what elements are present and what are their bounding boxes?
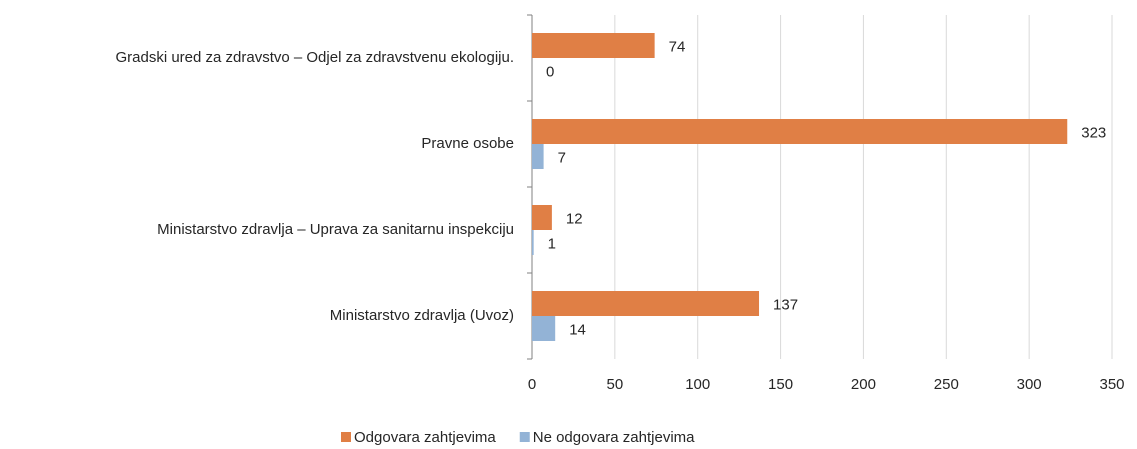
legend-swatch [341, 432, 351, 442]
y-tick-label: Gradski ured za zdravstvo – Odjel za zdr… [115, 49, 514, 66]
x-tick-label: 200 [851, 376, 876, 393]
x-tick-label: 300 [1017, 376, 1042, 393]
y-tick-label: Ministarstvo zdravlja – Uprava za sanita… [157, 221, 514, 238]
bar [532, 291, 760, 316]
data-label: 74 [669, 38, 686, 55]
x-tick-label: 350 [1099, 376, 1124, 393]
bar [532, 316, 556, 341]
legend-label: Ne odgovara zahtjevima [533, 429, 695, 446]
data-label: 1 [548, 235, 556, 252]
bar [532, 144, 544, 169]
legend-swatch [519, 432, 530, 442]
bar [532, 205, 552, 230]
data-label: 14 [569, 321, 586, 338]
data-label: 7 [558, 149, 566, 166]
x-tick-label: 100 [685, 376, 710, 393]
data-label: 323 [1081, 124, 1106, 141]
data-label: 0 [546, 63, 554, 80]
x-tick-label: 0 [528, 376, 536, 393]
bar [532, 230, 534, 255]
x-tick-label: 250 [934, 376, 959, 393]
data-label: 12 [566, 210, 583, 227]
x-tick-label: 50 [607, 376, 624, 393]
y-tick-label: Pravne osobe [421, 135, 514, 152]
bar [532, 33, 655, 58]
x-tick-label: 150 [768, 376, 793, 393]
bar [532, 119, 1068, 144]
legend-label: Odgovara zahtjevima [354, 429, 496, 446]
data-label: 137 [773, 296, 798, 313]
y-tick-label: Ministarstvo zdravlja (Uvoz) [330, 307, 514, 324]
